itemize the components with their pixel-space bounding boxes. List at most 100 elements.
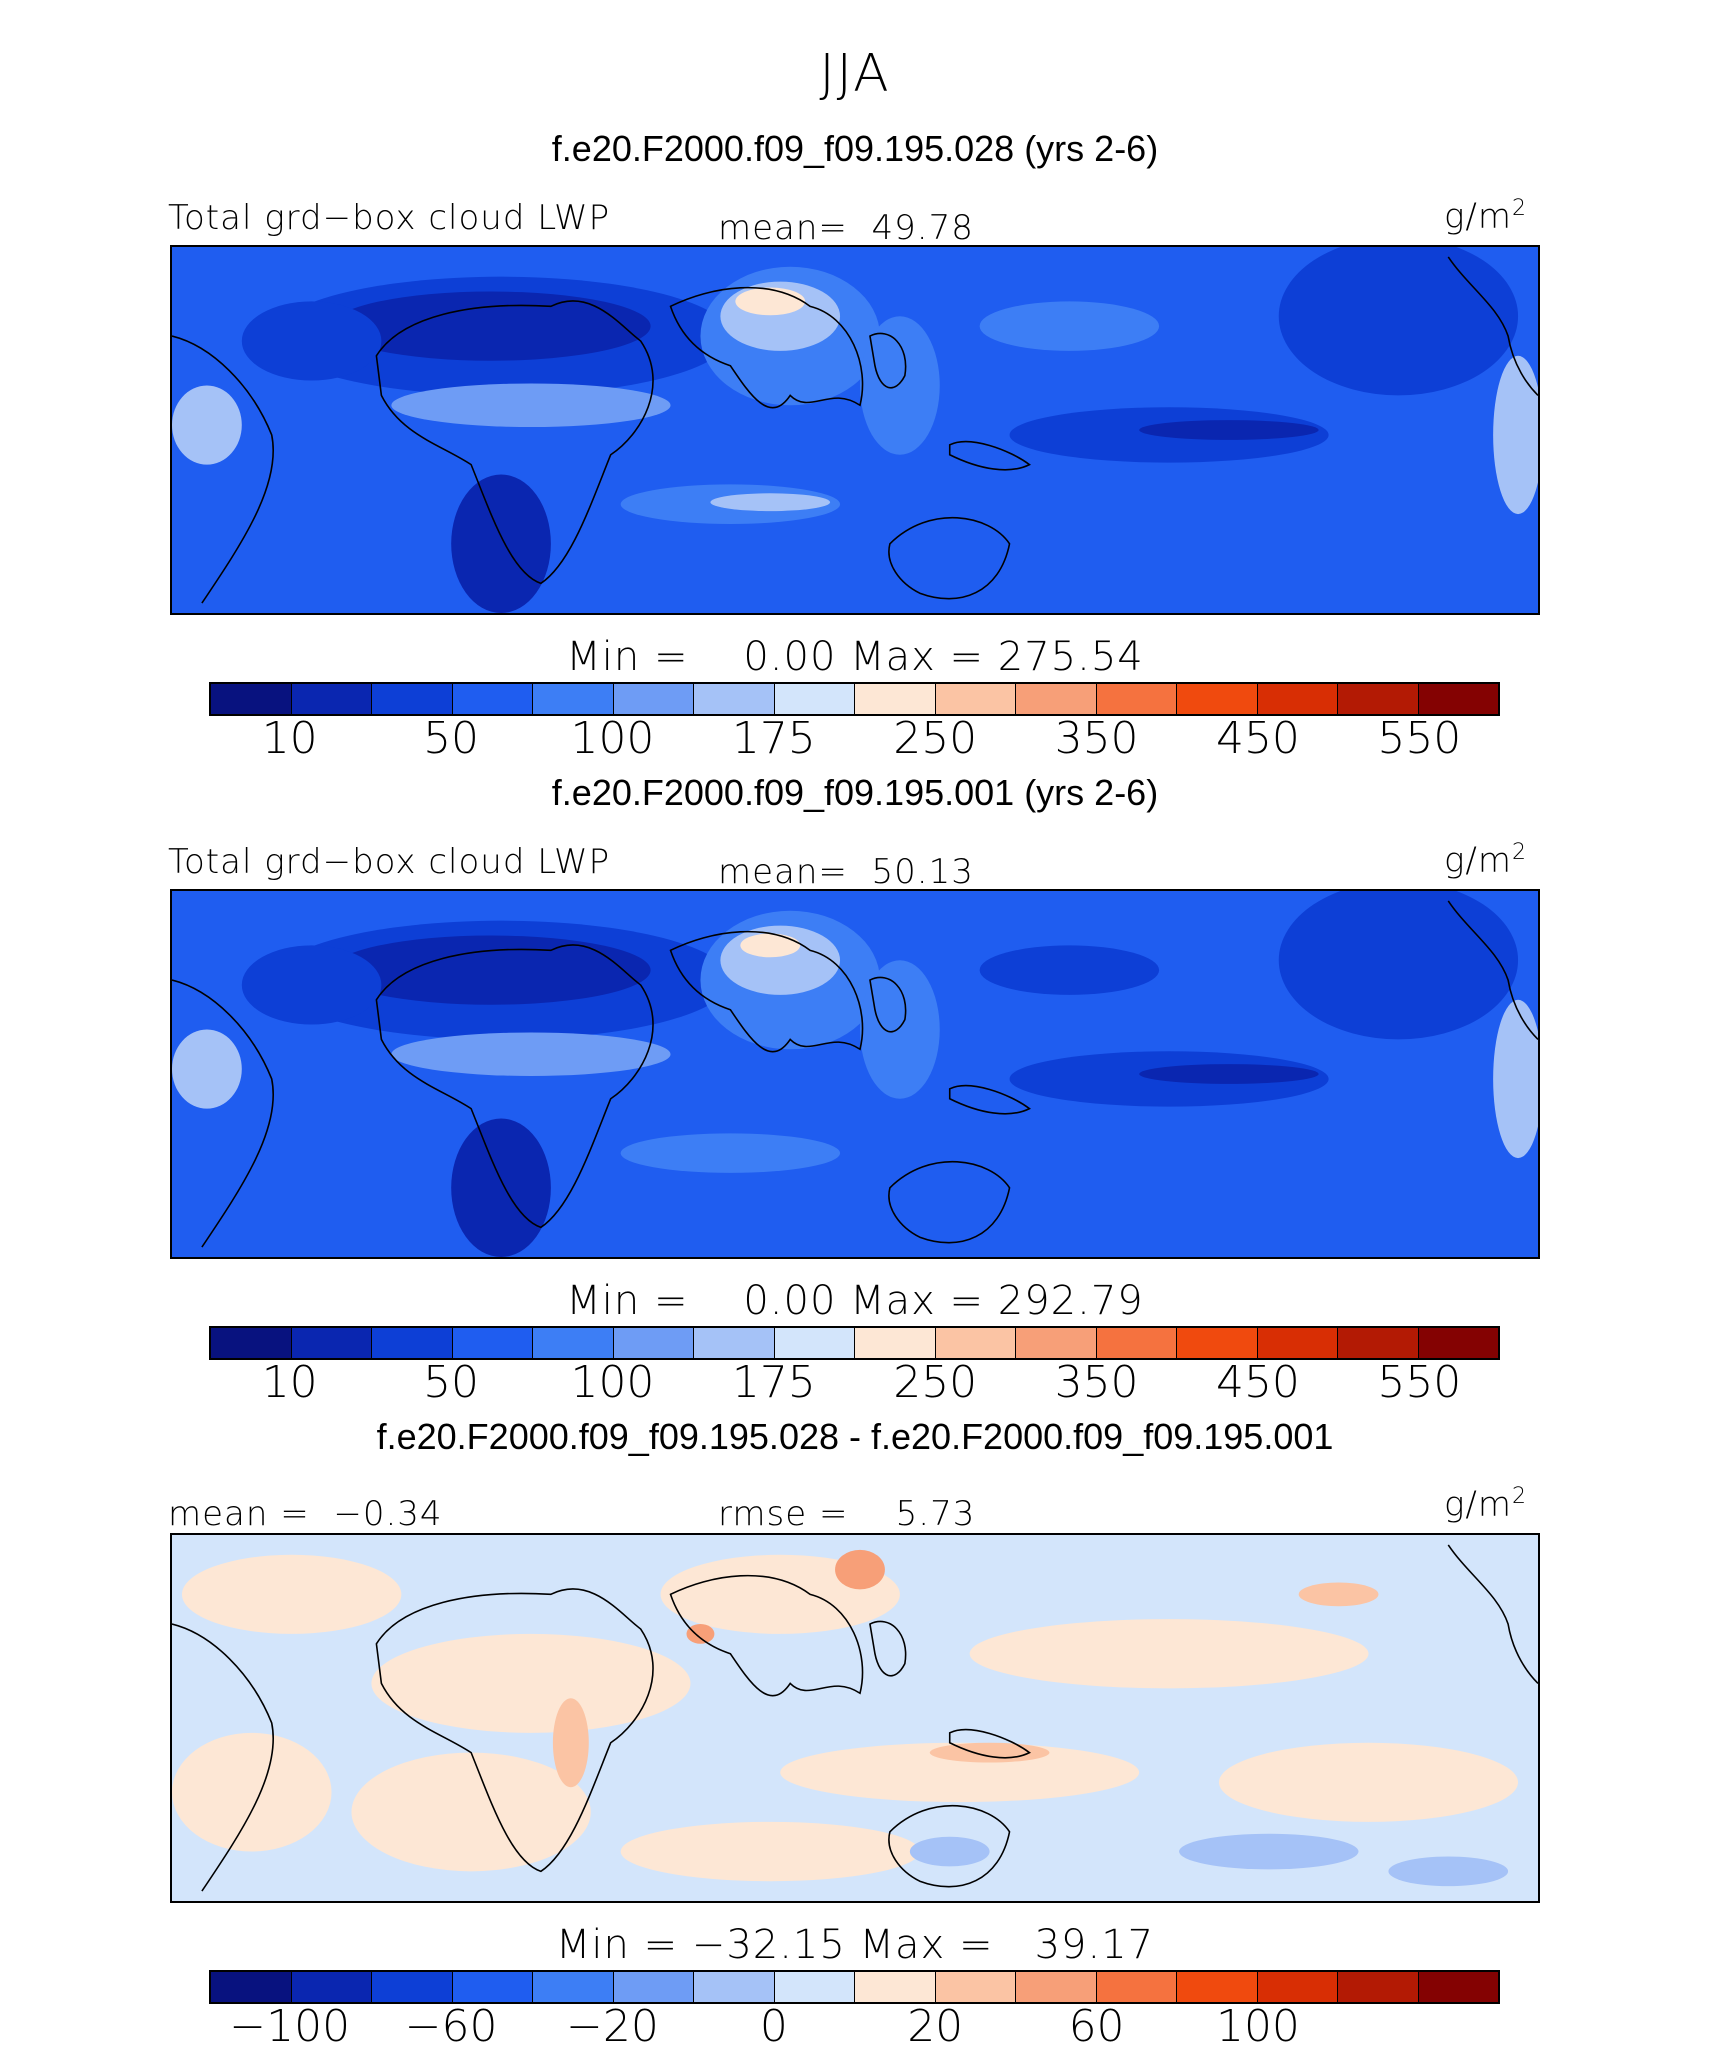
colorbar-tick-label: 350 <box>1054 1357 1139 1408</box>
colorbar-tick-label: 450 <box>1215 1357 1300 1408</box>
panel-1-colorbar-ticks: 10 50 100 175 250 350 450 550 <box>209 713 1500 764</box>
colorbar-cell <box>291 684 372 714</box>
colorbar-cell <box>694 684 775 714</box>
colorbar-cell <box>1418 684 1498 714</box>
colorbar-tick-label: 100 <box>1215 2001 1300 2052</box>
colorbar-tick-label: 450 <box>1215 713 1300 764</box>
colorbar-tick-label: 0 <box>759 2001 788 2052</box>
colorbar-cell <box>372 684 453 714</box>
colorbar-cell <box>935 1328 1016 1358</box>
panel-3-mean-label: mean = −0.34 <box>168 1494 443 1534</box>
colorbar-cell <box>694 1328 775 1358</box>
panel-1-variable-label: Total grd−box cloud LWP <box>168 198 611 238</box>
panel-2-title: f.e20.F2000.f09_f09.195.001 (yrs 2-6) <box>551 772 1159 813</box>
colorbar-cell <box>1016 684 1097 714</box>
colorbar-tick-label: −100 <box>229 2001 351 2052</box>
panel-2-map <box>170 889 1540 1259</box>
colorbar-cell <box>533 684 614 714</box>
panel-2-mean-label: mean= 50.13 <box>718 852 974 892</box>
colorbar-cell <box>774 684 855 714</box>
colorbar-cell <box>1016 1328 1097 1358</box>
coastlines <box>172 900 1538 1248</box>
colorbar-tick-label: 20 <box>907 2001 964 2052</box>
colorbar-tick-label: −60 <box>404 2001 498 2052</box>
cloud-field-pattern <box>172 891 1538 1257</box>
colorbar-tick-label: 100 <box>570 1357 655 1408</box>
colorbar-tick-label: −20 <box>566 2001 659 2052</box>
colorbar-cell <box>1177 1972 1258 2002</box>
colorbar-tick-label: 100 <box>570 713 655 764</box>
panel-3-title: f.e20.F2000.f09_f09.195.028 - f.e20.F200… <box>376 1416 1334 1457</box>
colorbar-tick-label: 50 <box>423 713 480 764</box>
panel-3-rmse-label: rmse = 5.73 <box>718 1494 976 1534</box>
colorbar-cell <box>1257 1328 1338 1358</box>
colorbar-tick-label: 250 <box>893 713 978 764</box>
colorbar-cell <box>613 684 694 714</box>
panel-2-map-plot <box>172 891 1538 1257</box>
coastlines <box>172 1544 1538 1892</box>
colorbar-cell <box>452 1972 533 2002</box>
colorbar-cell <box>1418 1328 1498 1358</box>
colorbar-cell <box>1096 1328 1177 1358</box>
colorbar-cell <box>291 1972 372 2002</box>
colorbar-cell <box>774 1972 855 2002</box>
panel-1-map <box>170 245 1540 615</box>
panel-1-units: g/m2 <box>1444 196 1527 237</box>
panel-2-variable-label: Total grd−box cloud LWP <box>168 842 611 882</box>
panel-3-map <box>170 1533 1540 1903</box>
colorbar-tick-label: 175 <box>731 713 816 764</box>
panel-1-colorbar <box>209 682 1500 716</box>
colorbar-cell <box>452 684 533 714</box>
colorbar-cell <box>1257 684 1338 714</box>
panel-2-minmax: Min = 0.00 Max = 292.79 <box>566 1278 1144 1324</box>
colorbar-cell <box>533 1972 614 2002</box>
colorbar-cell <box>1096 684 1177 714</box>
season-title: JJA <box>819 44 891 104</box>
colorbar-tick-label: 250 <box>893 1357 978 1408</box>
colorbar-cell <box>1338 1328 1419 1358</box>
colorbar-tick-label: 10 <box>261 713 318 764</box>
panel-3-colorbar <box>209 1970 1500 2004</box>
colorbar-cell <box>533 1328 614 1358</box>
colorbar-cell <box>211 684 292 714</box>
colorbar-tick-label: 550 <box>1377 1357 1462 1408</box>
colorbar-cell <box>372 1972 453 2002</box>
colorbar-cell <box>1257 1972 1338 2002</box>
colorbar-cell <box>855 684 936 714</box>
panel-2-units: g/m2 <box>1444 840 1527 881</box>
colorbar-cell <box>935 1972 1016 2002</box>
colorbar-cell <box>613 1328 694 1358</box>
panel-1-minmax: Min = 0.00 Max = 275.54 <box>566 634 1144 680</box>
colorbar-cell <box>452 1328 533 1358</box>
colorbar-tick-label: 60 <box>1068 2001 1125 2052</box>
colorbar-cell <box>291 1328 372 1358</box>
colorbar-cell <box>1338 1972 1419 2002</box>
panel-3-map-plot <box>172 1535 1538 1901</box>
panel-3-units: g/m2 <box>1444 1484 1527 1525</box>
colorbar-tick-label: 10 <box>261 1357 318 1408</box>
coastlines <box>172 256 1538 604</box>
colorbar-cell <box>855 1328 936 1358</box>
colorbar-cell <box>1177 684 1258 714</box>
colorbar-cell <box>1338 684 1419 714</box>
panel-2-colorbar-ticks: 10 50 100 175 250 350 450 550 <box>209 1357 1500 1408</box>
panel-1-title: f.e20.F2000.f09_f09.195.028 (yrs 2-6) <box>551 128 1159 169</box>
colorbar-cell <box>211 1328 292 1358</box>
colorbar-cell <box>1418 1972 1498 2002</box>
colorbar-cell <box>613 1972 694 2002</box>
panel-1-map-plot <box>172 247 1538 613</box>
colorbar-cell <box>211 1972 292 2002</box>
panel-3-colorbar-ticks: −100 −60 −20 0 20 60 100 <box>209 2001 1500 2052</box>
colorbar-cell <box>694 1972 775 2002</box>
colorbar-cell <box>1016 1972 1097 2002</box>
colorbar-cell <box>855 1972 936 2002</box>
panel-2-colorbar <box>209 1326 1500 1360</box>
colorbar-cell <box>935 684 1016 714</box>
panel-3-minmax: Min = −32.15 Max = 39.17 <box>555 1922 1155 1968</box>
colorbar-tick-label: 175 <box>731 1357 816 1408</box>
cloud-field-pattern <box>172 247 1538 613</box>
difference-field-pattern <box>172 1549 1519 1887</box>
colorbar-tick-label: 350 <box>1054 713 1139 764</box>
colorbar-cell <box>372 1328 453 1358</box>
colorbar-cell <box>1096 1972 1177 2002</box>
